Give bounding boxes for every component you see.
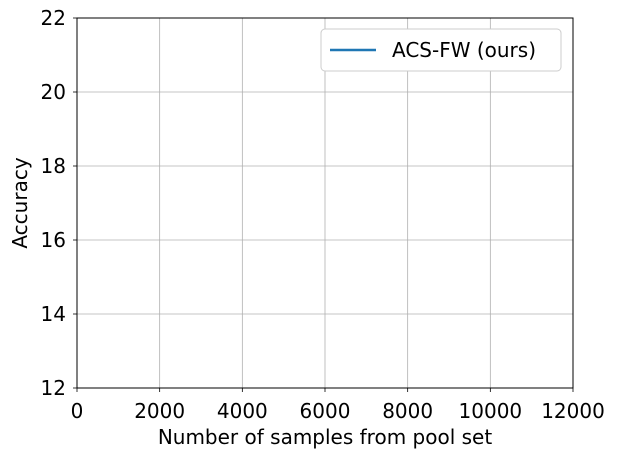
y-tick-label: 18 — [41, 154, 66, 178]
x-tick-label: 2000 — [134, 399, 185, 423]
x-tick-label: 6000 — [300, 399, 351, 423]
y-tick-label: 16 — [41, 228, 66, 252]
y-axis-ticks: 12 14 16 18 20 22 — [41, 6, 77, 400]
x-tick-label: 4000 — [217, 399, 268, 423]
grid-lines — [76, 17, 574, 389]
legend-box — [320, 28, 562, 72]
x-tick-label: 0 — [71, 399, 84, 423]
x-axis-ticks: 0 2000 4000 6000 8000 10000 12000 — [71, 388, 605, 423]
x-tick-label: 10000 — [459, 399, 523, 423]
y-tick-label: 20 — [41, 80, 66, 104]
x-tick-label: 12000 — [541, 399, 605, 423]
x-tick-label: 8000 — [382, 399, 433, 423]
y-axis-label: Accuracy — [8, 157, 32, 248]
legend: ACS-FW (ours) — [320, 28, 562, 72]
legend-label-acs-fw: ACS-FW (ours) — [392, 38, 536, 62]
y-tick-label: 14 — [41, 302, 66, 326]
x-axis-label: Number of samples from pool set — [158, 425, 493, 449]
y-tick-label: 22 — [41, 6, 66, 30]
y-tick-label: 12 — [41, 376, 66, 400]
